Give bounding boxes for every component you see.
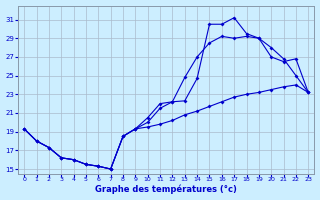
X-axis label: Graphe des températures (°c): Graphe des températures (°c) [95,185,237,194]
